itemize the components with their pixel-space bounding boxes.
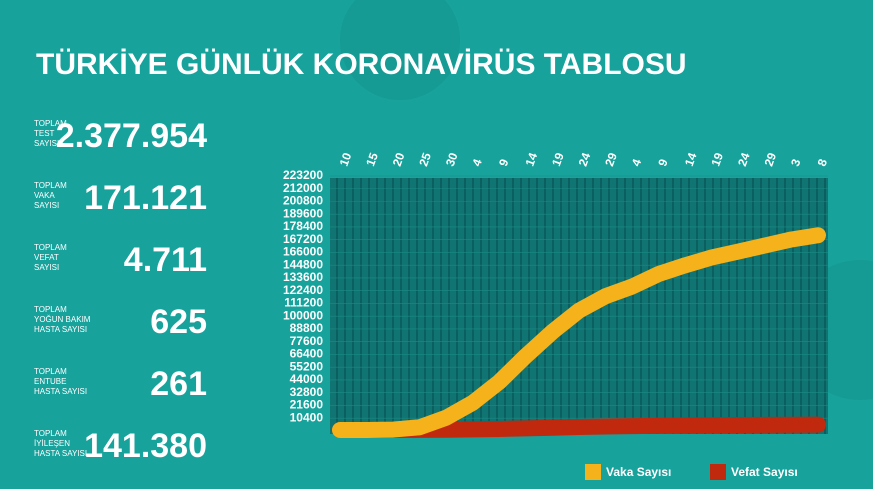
x-tick-label: 9 (496, 157, 512, 168)
title: TÜRKİYE GÜNLÜK KORONAVİRÜS TABLOSU (36, 48, 687, 81)
legend-swatch (585, 464, 601, 480)
x-tick-label: 8 (815, 157, 831, 168)
y-tick-label: 189600 (283, 206, 323, 220)
y-tick-label: 32800 (290, 385, 324, 399)
x-tick-label: 14 (523, 150, 541, 168)
stat-label: İYİLEŞEN (34, 439, 70, 448)
y-tick-label: 10400 (290, 410, 324, 424)
legend-swatch (710, 464, 726, 480)
x-tick-label: 19 (708, 150, 726, 168)
y-tick-label: 223200 (283, 168, 323, 182)
legend-label: Vaka Sayısı (606, 465, 671, 479)
y-tick-label: 55200 (290, 359, 324, 373)
stat-value: 261 (150, 365, 207, 403)
y-tick-label: 133600 (283, 270, 323, 284)
x-tick-label: 4 (469, 157, 485, 168)
stat-label: ENTUBE (34, 377, 66, 386)
y-tick-label: 200800 (283, 194, 323, 208)
y-tick-label: 167200 (283, 232, 323, 246)
stat-label: TOPLAM (34, 119, 67, 128)
x-tick-label: 24 (735, 150, 753, 168)
y-tick-label: 122400 (283, 283, 323, 297)
stat-label: TOPLAM (34, 243, 67, 252)
stat-value: 2.377.954 (56, 117, 207, 155)
x-tick-label: 4 (629, 157, 645, 168)
x-tick-label: 20 (390, 150, 408, 168)
stat-value: 625 (150, 303, 207, 341)
stat-label: SAYISI (34, 263, 59, 272)
y-tick-label: 88800 (290, 321, 324, 335)
x-tick-label: 19 (549, 150, 567, 168)
x-tick-label: 15 (363, 150, 381, 168)
x-tick-label: 29 (762, 150, 780, 168)
stat-label: TOPLAM (34, 305, 67, 314)
y-tick-label: 66400 (290, 347, 324, 361)
y-tick-label: 144800 (283, 257, 323, 271)
y-tick-label: 178400 (283, 219, 323, 233)
y-tick-label: 77600 (290, 334, 324, 348)
legend-label: Vefat Sayısı (731, 465, 798, 479)
stat-value: 141.380 (84, 427, 207, 465)
stat-value: 4.711 (124, 241, 207, 279)
x-tick-label: 10 (337, 150, 355, 168)
stat-label: HASTA SAYISI (34, 325, 87, 334)
stat-label: HASTA SAYISI (34, 387, 87, 396)
x-tick-label: 29 (602, 150, 620, 168)
x-tick-label: 25 (416, 150, 434, 168)
x-tick-label: 3 (788, 157, 804, 168)
stat-label: YOĞUN BAKIM (34, 315, 91, 324)
stat-label: TOPLAM (34, 429, 67, 438)
y-tick-label: 44000 (290, 372, 324, 386)
x-tick-label: 14 (682, 150, 700, 168)
stat-label: HASTA SAYISI (34, 449, 87, 458)
x-tick-label: 30 (443, 150, 461, 168)
stat-label: VAKA (34, 191, 55, 200)
series-line (332, 227, 826, 438)
stat-value: 171.121 (84, 179, 207, 217)
stat-label: VEFAT (34, 253, 59, 262)
x-tick-label: 24 (576, 150, 594, 168)
y-tick-label: 111200 (284, 296, 323, 310)
stat-label: SAYISI (34, 139, 59, 148)
y-tick-label: 212000 (283, 181, 323, 195)
y-tick-label: 21600 (290, 398, 324, 412)
stat-label: TOPLAM (34, 367, 67, 376)
stat-label: SAYISI (34, 201, 59, 210)
y-tick-label: 100000 (283, 308, 323, 322)
stat-label: TEST (34, 129, 55, 138)
x-tick-label: 9 (655, 157, 671, 168)
y-tick-label: 166000 (283, 245, 323, 259)
stat-label: TOPLAM (34, 181, 67, 190)
